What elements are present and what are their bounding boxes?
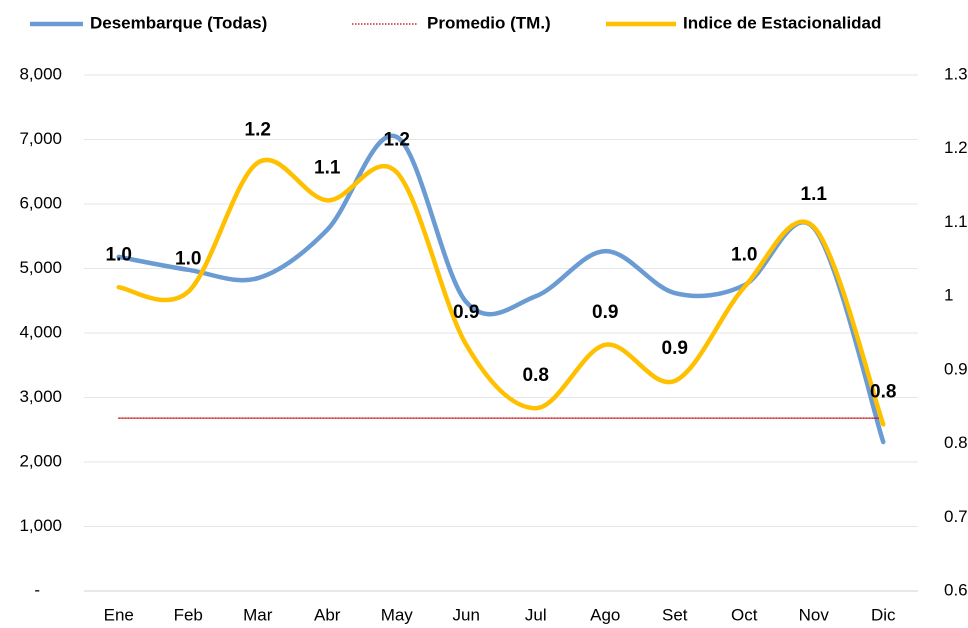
series-line [116,157,886,427]
data-label: 0.9 [592,302,618,323]
series-line [116,133,886,445]
y2-tick-label: 0.8 [944,433,968,452]
x-tick-label: Jun [453,605,480,624]
y-tick-label: 6,000 [19,193,62,212]
y-tick-label: 2,000 [19,451,62,470]
y2-tick-label: 1.3 [944,64,968,83]
y2-tick-label: 1.2 [944,138,968,157]
y2-tick-label: 0.6 [944,580,968,599]
y-tick-label: 3,000 [19,387,62,406]
data-label: 0.8 [523,365,549,386]
y-tick-label: - [34,580,40,599]
x-tick-label: Feb [174,605,203,624]
y-tick-label: 8,000 [19,64,62,83]
data-label: 0.9 [662,338,688,359]
data-label: 1.1 [801,184,828,205]
data-label: 0.8 [870,381,896,402]
data-label: 1.0 [106,244,132,265]
x-tick-label: Dic [871,605,896,624]
x-tick-label: Ene [104,605,134,624]
data-label: 0.9 [453,302,479,323]
y-tick-label: 5,000 [19,258,62,277]
x-tick-label: May [381,605,414,624]
data-label: 1.2 [384,129,410,150]
data-label: 1.0 [175,249,201,270]
y-tick-label: 7,000 [19,129,62,148]
x-tick-label: Jul [525,605,547,624]
y2-tick-label: 0.7 [944,507,968,526]
x-tick-label: Ago [590,605,620,624]
x-tick-label: Abr [314,605,341,624]
y2-tick-label: 1.1 [944,212,968,231]
y-tick-label: 4,000 [19,322,62,341]
y2-tick-label: 0.9 [944,359,968,378]
x-tick-label: Oct [731,605,758,624]
legend-label: Indice de Estacionalidad [683,13,881,32]
x-tick-label: Set [662,605,688,624]
legend-label: Promedio (TM.) [427,13,551,32]
x-tick-label: Nov [799,605,830,624]
legend-label: Desembarque (Todas) [90,13,267,32]
x-tick-label: Mar [243,605,273,624]
y-tick-label: 1,000 [19,516,62,535]
y2-tick-label: 1 [944,286,953,305]
data-label: 1.2 [245,120,271,141]
data-label: 1.1 [314,157,341,178]
data-label: 1.0 [731,244,757,265]
